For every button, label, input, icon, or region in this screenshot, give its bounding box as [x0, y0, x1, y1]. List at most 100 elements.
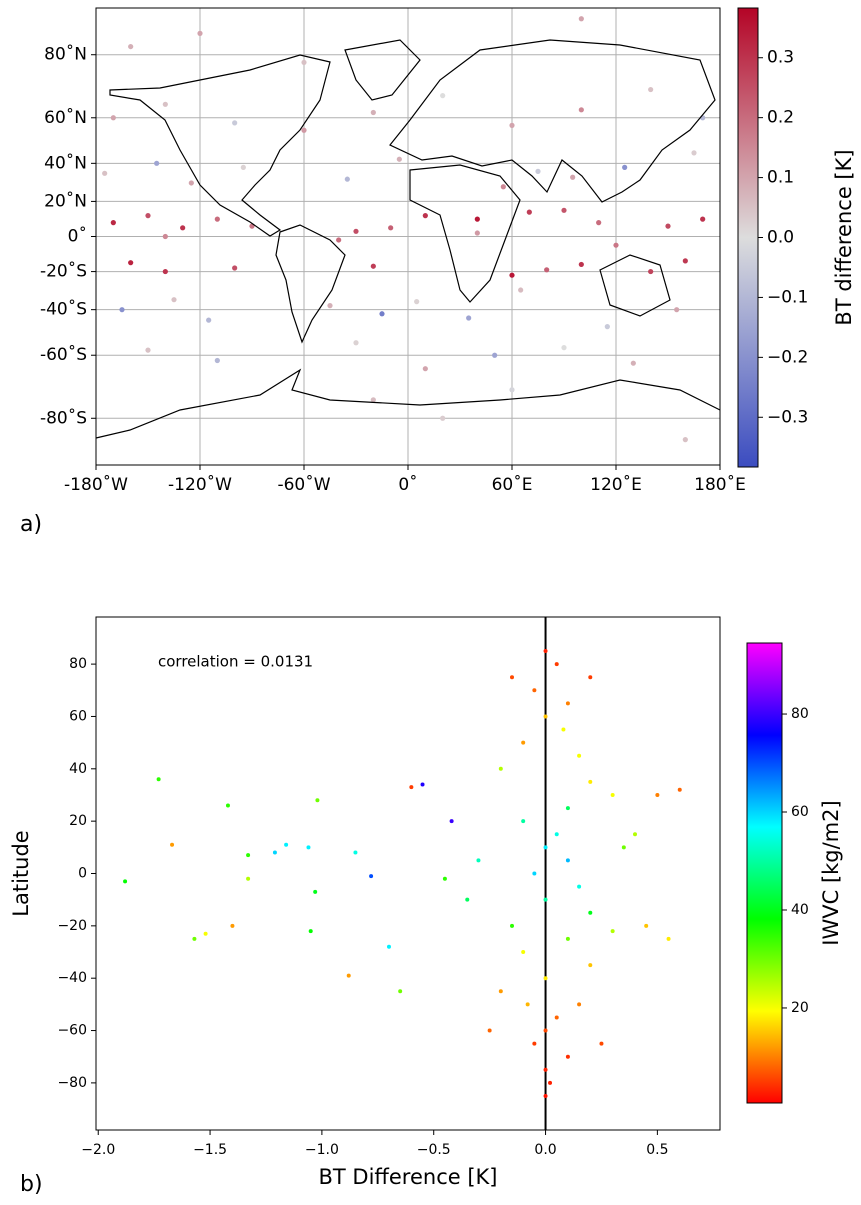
data-point [518, 287, 524, 293]
y-tick-label: −20 [57, 918, 87, 934]
data-point [246, 876, 251, 881]
data-point [145, 347, 151, 353]
colorbar-tick-label: −0.2 [767, 347, 808, 367]
data-point [700, 216, 706, 222]
y-tick-label: -80˚S [40, 407, 87, 428]
data-point [526, 209, 532, 215]
colorbar-tick-label: −0.1 [767, 287, 808, 307]
data-point [561, 345, 567, 351]
coast-eurasia [389, 39, 716, 203]
colorbar-tick-label: 0.3 [767, 48, 794, 68]
colorbar-label: IWVC [kg/m2] [819, 800, 843, 945]
y-tick-label: −60 [57, 1023, 87, 1039]
colorbar [746, 642, 783, 1104]
data-point [565, 858, 570, 863]
coast-greenland [344, 39, 421, 101]
data-point [532, 1041, 537, 1046]
data-point [306, 845, 311, 850]
colorbar-label: BT difference [K] [832, 149, 856, 325]
annotation: correlation = 0.0131 [158, 653, 313, 671]
x-axis-label: BT Difference [K] [318, 1165, 497, 1189]
data-point [246, 853, 251, 858]
data-point [232, 265, 238, 271]
data-point [188, 180, 194, 186]
x-tick-label: −2.0 [81, 1142, 115, 1158]
data-point [521, 740, 526, 745]
data-point [171, 297, 177, 303]
data-point [535, 168, 541, 174]
data-point [162, 268, 168, 275]
y-tick-label: 80˚N [44, 44, 87, 65]
colorbar-tick-label: 0.0 [767, 228, 794, 248]
data-point [466, 315, 472, 321]
data-point [440, 415, 446, 421]
colorbar-tick-label: 60 [791, 804, 809, 820]
data-point [128, 260, 134, 266]
colorbar-tick-label: 80 [791, 706, 809, 722]
data-point [498, 766, 503, 771]
data-point [588, 963, 593, 968]
scatter-panel: −2.0 −1.5 −1.0 −0.5 0.0 0.5 80 60 40 20 0 −20 −40 −60… [9, 616, 843, 1197]
colorbar-tick-label: 40 [791, 902, 809, 918]
data-point [565, 806, 570, 811]
data-point [532, 871, 537, 876]
data-point [578, 16, 584, 22]
data-point [561, 727, 566, 732]
data-point [203, 931, 208, 936]
data-point [578, 107, 584, 113]
x-tick-label: -60˚W [277, 474, 330, 495]
colorbar-tick-label: −0.3 [767, 407, 808, 427]
data-point [500, 184, 506, 190]
data-point [521, 819, 526, 824]
data-point [102, 170, 108, 176]
data-point [588, 779, 593, 784]
data-point [370, 263, 376, 269]
y-tick-label: −80 [57, 1075, 87, 1091]
data-point [440, 93, 446, 99]
data-point [621, 845, 626, 850]
data-point [156, 777, 161, 782]
colorbar [737, 7, 759, 468]
data-point [521, 950, 526, 955]
y-tick-label: 60 [69, 708, 87, 724]
data-point [313, 889, 318, 894]
data-point [206, 317, 212, 323]
y-tick-label: 60˚N [44, 107, 87, 128]
x-tick-label: 60˚E [492, 474, 533, 495]
data-point [370, 397, 376, 403]
data-point [577, 753, 582, 758]
y-tick-label: 20˚N [44, 190, 87, 211]
data-point [346, 973, 351, 978]
data-point [554, 832, 559, 837]
y-axis-label: Latitude [9, 830, 33, 916]
data-point [543, 1093, 548, 1098]
data-point [666, 936, 671, 941]
data-point [388, 225, 394, 231]
colorbar-tick-label: 20 [791, 1000, 809, 1016]
data-point [370, 109, 376, 116]
data-point [487, 1028, 492, 1033]
x-tick-label: −1.0 [305, 1142, 339, 1158]
data-point [154, 160, 160, 166]
data-point [474, 230, 480, 236]
panel-label: a) [20, 512, 42, 537]
y-tick-label: -20˚S [40, 261, 87, 282]
data-point [543, 845, 548, 850]
data-point [379, 311, 385, 317]
y-tick-label: -60˚S [40, 344, 87, 365]
data-point [565, 701, 570, 706]
colorbar-tick-label: 0.1 [767, 168, 794, 188]
data-point [610, 792, 615, 797]
data-point [110, 220, 116, 226]
data-point [633, 832, 638, 837]
map-frame: -180˚W -120˚W -60˚W 0˚ 60˚E 120˚E 180˚E 80˚N 60˚… [20, 7, 856, 537]
data-point [532, 688, 537, 693]
data-point [510, 923, 514, 928]
y-tick-label: −40 [57, 970, 87, 986]
x-tick-label: 0˚ [398, 474, 417, 495]
data-point [509, 387, 515, 393]
data-point [510, 675, 514, 680]
coast-north-america [109, 54, 331, 237]
y-tick-label: 20 [69, 813, 87, 829]
